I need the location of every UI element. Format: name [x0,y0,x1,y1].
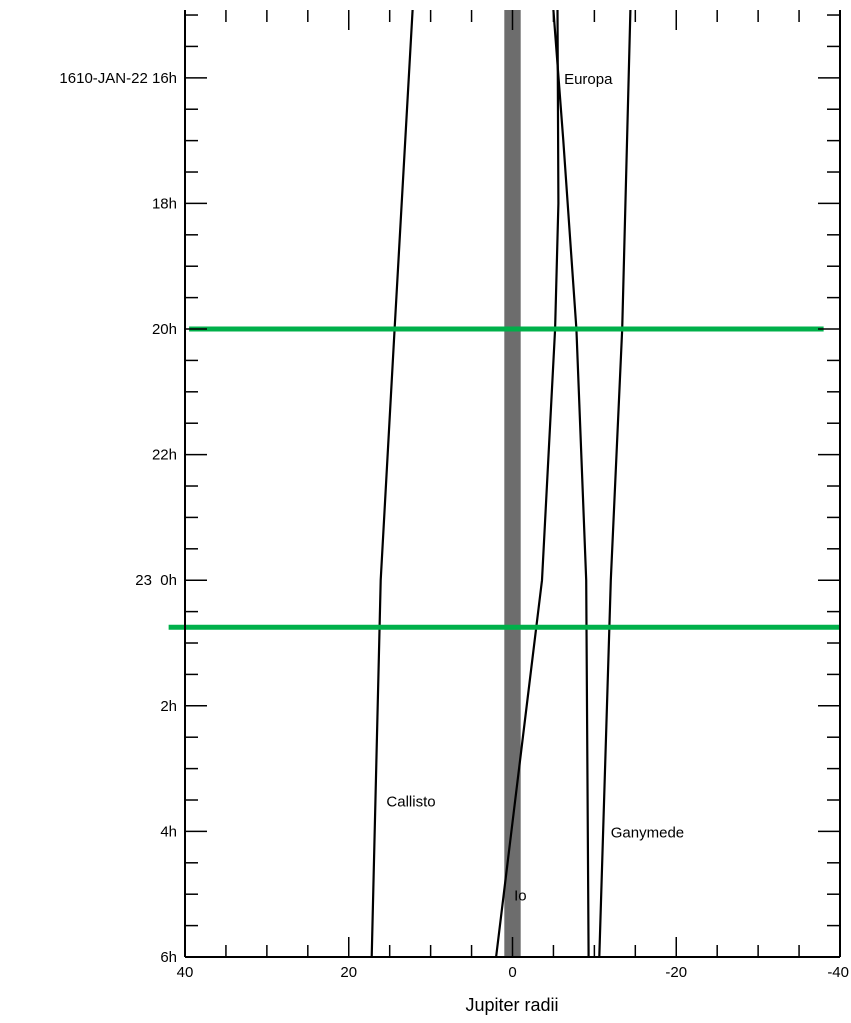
ytick-label: 6h [160,949,177,966]
xtick-label: -40 [827,964,849,981]
label-io: Io [514,887,527,904]
label-ganymede: Ganymede [611,825,684,842]
ytick-label: 1610-JAN-22 16h [59,70,177,87]
label-callisto: Callisto [386,793,435,810]
ytick-label: 4h [160,823,177,840]
ytick-label: 20h [152,321,177,338]
ytick-label: 23 0h [135,572,177,589]
xtick-label: 0 [508,964,516,981]
xtick-label: -20 [665,964,687,981]
xtick-label: 40 [177,964,194,981]
track-callisto [370,10,414,957]
jupiter-band-layer [504,10,521,957]
jupiter-band [504,10,521,957]
ytick-label: 2h [160,698,177,715]
xtick-label: 20 [340,964,357,981]
ytick-label: 18h [152,195,177,212]
marker-lines-layer [168,326,840,630]
labels-layer: Callisto Europa Io Ganymede 1610-JAN-22 16h 1… [59,70,849,981]
track-ganymede [598,10,632,957]
label-europa: Europa [564,71,613,88]
ticks-layer [184,10,841,958]
ytick-label: 22h [152,447,177,464]
x-axis-title: Jupiter radii [465,995,558,1015]
